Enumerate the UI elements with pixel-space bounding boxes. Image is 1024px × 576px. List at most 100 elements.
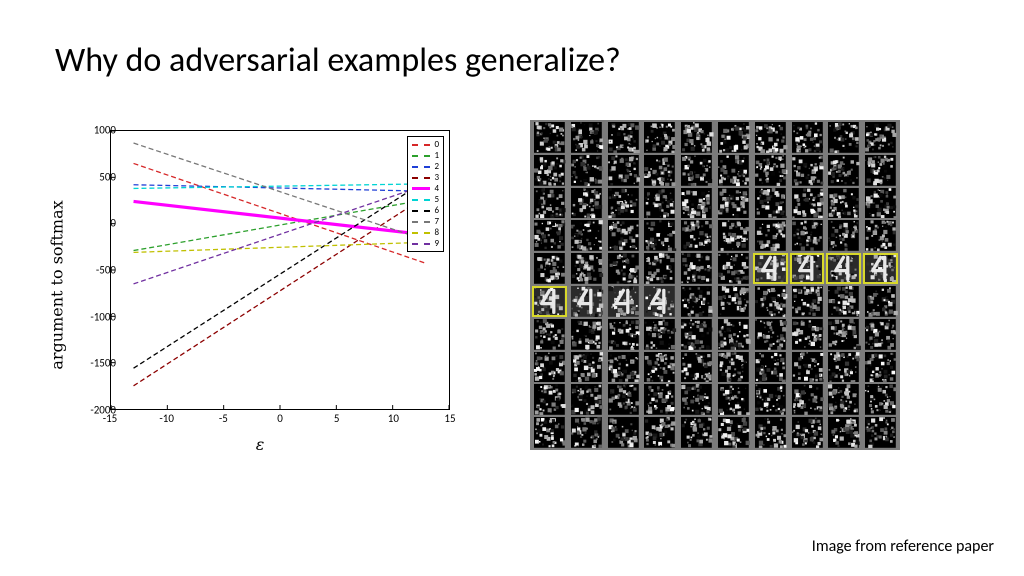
grid-cell	[716, 384, 751, 415]
legend-item: 9	[412, 238, 439, 249]
grid-cell	[753, 319, 788, 350]
grid-cell	[606, 319, 641, 350]
grid-cell	[826, 286, 861, 317]
grid-cell	[790, 220, 825, 251]
legend-item: 5	[412, 194, 439, 205]
grid-cell	[790, 286, 825, 317]
grid-cell	[716, 417, 751, 448]
xtick-label: -5	[219, 412, 228, 425]
grid-cell	[569, 188, 604, 219]
grid-cell	[753, 417, 788, 448]
grid-cell	[826, 417, 861, 448]
grid-cell	[642, 417, 677, 448]
grid-cell	[863, 188, 898, 219]
grid-cell	[532, 253, 567, 284]
grid-cell	[790, 352, 825, 383]
slide: Why do adversarial examples generalize? …	[0, 0, 1024, 576]
grid-cell	[679, 188, 714, 219]
ytick-label: 1000	[94, 124, 116, 137]
grid-cell	[569, 220, 604, 251]
grid-cell	[642, 122, 677, 153]
grid-cell	[569, 155, 604, 186]
chart-legend: 0123456789	[407, 136, 444, 252]
grid-cell	[679, 319, 714, 350]
grid-cell	[532, 417, 567, 448]
grid-cell	[569, 319, 604, 350]
grid-cell	[753, 286, 788, 317]
figures-row: argument to softmax ε 0123456789 -2000-1…	[60, 120, 900, 450]
grid-cell	[826, 319, 861, 350]
ytick-label: -1500	[90, 357, 116, 370]
grid-cell	[790, 155, 825, 186]
xtick-label: 0	[277, 412, 283, 425]
legend-item: 7	[412, 216, 439, 227]
grid-cell	[642, 319, 677, 350]
legend-item: 1	[412, 150, 439, 161]
grid-cell	[569, 122, 604, 153]
grid-cell	[532, 122, 567, 153]
ytick-label: -1000	[90, 310, 116, 323]
grid-cell	[863, 319, 898, 350]
grid-cell	[790, 122, 825, 153]
grid-cell	[679, 122, 714, 153]
legend-item: 0	[412, 139, 439, 150]
grid-cell	[863, 122, 898, 153]
grid-cell	[790, 188, 825, 219]
grid-cell	[569, 352, 604, 383]
grid-cell	[826, 155, 861, 186]
adversarial-grid	[530, 120, 900, 450]
legend-item: 2	[412, 161, 439, 172]
grid-cell	[606, 253, 641, 284]
grid-cell	[532, 352, 567, 383]
xtick-label: -10	[159, 412, 174, 425]
grid-cell	[753, 384, 788, 415]
grid-cell	[826, 188, 861, 219]
legend-item: 8	[412, 227, 439, 238]
grid-cell	[826, 352, 861, 383]
softmax-chart: argument to softmax ε 0123456789 -2000-1…	[60, 120, 460, 450]
grid-cell	[606, 286, 641, 317]
grid-cell	[753, 253, 788, 284]
ytick-label: 500	[99, 170, 116, 183]
chart-xlabel: ε	[256, 435, 265, 454]
grid-cell	[532, 220, 567, 251]
xtick-label: 5	[334, 412, 340, 425]
grid-cell	[679, 155, 714, 186]
grid-cell	[569, 286, 604, 317]
grid-cell	[532, 286, 567, 317]
grid-cell	[606, 220, 641, 251]
grid-cell	[863, 220, 898, 251]
grid-cell	[826, 220, 861, 251]
grid-cell	[753, 122, 788, 153]
grid-cell	[790, 384, 825, 415]
grid-cell	[642, 220, 677, 251]
grid-cell	[642, 384, 677, 415]
grid-cell	[532, 319, 567, 350]
grid-cell	[606, 352, 641, 383]
legend-item: 3	[412, 172, 439, 183]
grid-cell	[606, 384, 641, 415]
grid-cell	[642, 155, 677, 186]
grid-cell	[606, 122, 641, 153]
grid-cell	[569, 384, 604, 415]
grid-cell	[790, 319, 825, 350]
grid-cell	[642, 352, 677, 383]
grid-cell	[716, 122, 751, 153]
grid-cell	[532, 188, 567, 219]
grid-cell	[606, 155, 641, 186]
grid-cell	[679, 253, 714, 284]
grid-cell	[716, 188, 751, 219]
grid-cell	[753, 220, 788, 251]
grid-cell	[863, 352, 898, 383]
grid-cell	[569, 253, 604, 284]
grid-cell	[716, 286, 751, 317]
grid-cell	[863, 384, 898, 415]
legend-item: 6	[412, 205, 439, 216]
grid-cell	[790, 253, 825, 284]
grid-cell	[532, 384, 567, 415]
chart-ylabel: argument to softmax	[48, 200, 67, 369]
ytick-label: 0	[110, 217, 116, 230]
chart-plot-area: 0123456789	[110, 130, 450, 410]
grid-cell	[826, 122, 861, 153]
grid-cell	[753, 352, 788, 383]
